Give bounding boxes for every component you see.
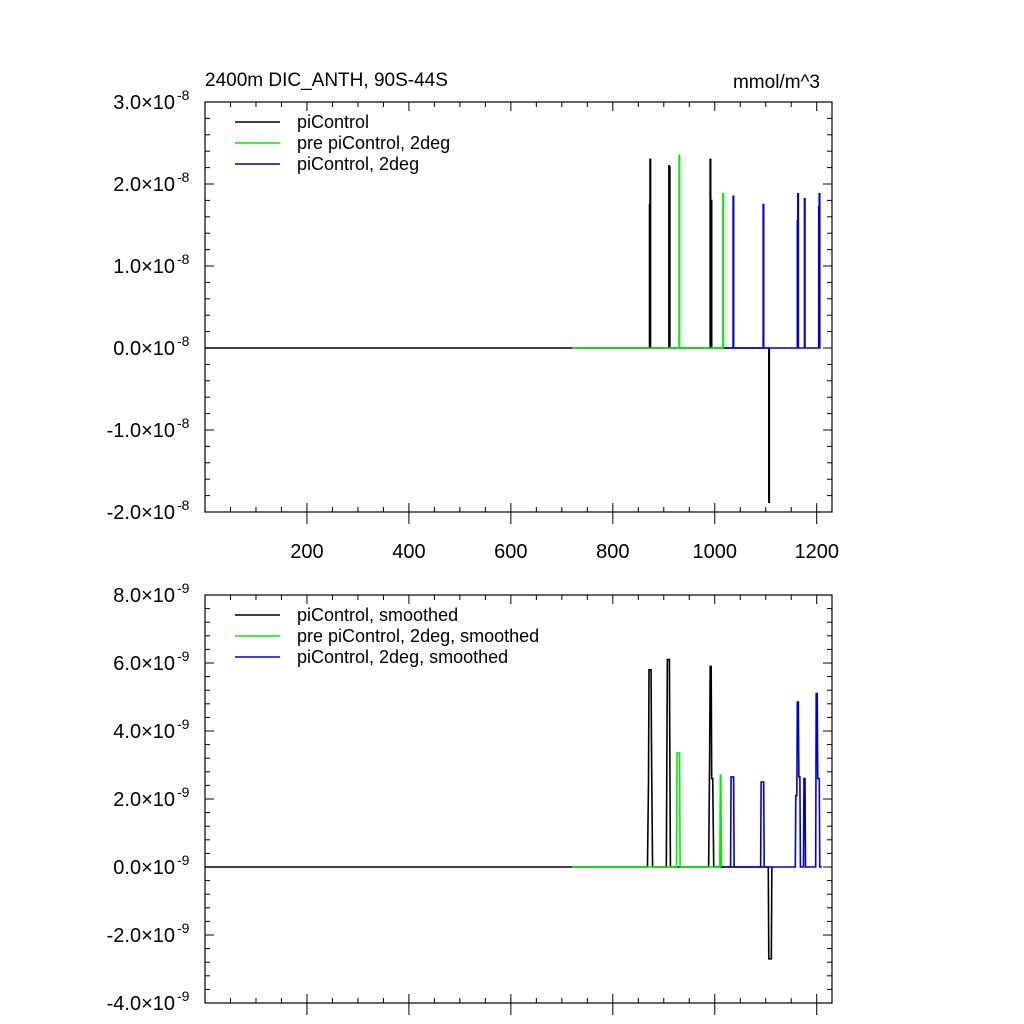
y-tick-exponent: -8	[177, 415, 190, 431]
y-tick-exponent: -9	[177, 716, 190, 732]
y-tick-label: -1.0×10	[107, 420, 175, 442]
x-tick-label: 800	[596, 541, 629, 563]
y-tick-label: 6.0×10	[113, 653, 175, 675]
y-tick-exponent: -9	[177, 580, 190, 596]
series-line-2	[572, 154, 725, 349]
series-line-3	[721, 692, 822, 868]
y-tick-label: 2.0×10	[113, 789, 175, 811]
legend-label: piControl, smoothed	[297, 605, 458, 625]
chart-title: 2400m DIC_ANTH, 90S-44S	[205, 70, 448, 91]
units-label: mmol/m^3	[733, 72, 820, 93]
y-tick-label: 8.0×10	[113, 585, 175, 607]
legend-label: pre piControl, 2deg, smoothed	[297, 626, 539, 646]
x-tick-label: 1000	[693, 541, 738, 563]
y-tick-exponent: -9	[177, 988, 190, 1004]
x-tick-label: 600	[494, 541, 527, 563]
series-line-1	[205, 158, 771, 503]
legend-label: piControl, 2deg	[297, 154, 419, 174]
legend-label: pre piControl, 2deg	[297, 133, 450, 153]
y-tick-label: 2.0×10	[113, 174, 175, 196]
y-tick-exponent: -9	[177, 920, 190, 936]
y-tick-exponent: -8	[177, 497, 190, 513]
y-tick-label: 3.0×10	[113, 92, 175, 114]
y-tick-exponent: -8	[177, 333, 190, 349]
y-tick-exponent: -8	[177, 87, 190, 103]
y-tick-label: 4.0×10	[113, 721, 175, 743]
y-tick-label: 1.0×10	[113, 256, 175, 278]
y-tick-label: -4.0×10	[107, 993, 175, 1015]
x-tick-label: 400	[392, 541, 425, 563]
legend-label: piControl, 2deg, smoothed	[297, 647, 508, 667]
series-line-3	[723, 193, 821, 349]
y-tick-label: 0.0×10	[113, 338, 175, 360]
plot-frame	[204, 101, 833, 513]
y-tick-exponent: -9	[177, 648, 190, 664]
y-tick-exponent: -9	[177, 784, 190, 800]
x-tick-label: 200	[290, 541, 323, 563]
y-tick-exponent: -8	[177, 169, 190, 185]
y-tick-exponent: -8	[177, 251, 190, 267]
y-tick-label: -2.0×10	[107, 502, 175, 524]
y-tick-exponent: -9	[177, 852, 190, 868]
series-line-1	[205, 658, 773, 960]
y-tick-label: -2.0×10	[107, 925, 175, 947]
chart-panel-1: 200 400 600 800 1000 1200-2.0×10 -8-1.0×10 -80.…	[107, 70, 839, 563]
y-tick-label: 0.0×10	[113, 857, 175, 879]
x-tick-label: 1200	[794, 541, 839, 563]
chart-panel-2: -4.0×10 -9-2.0×10 -90.0×10 -92.0×10 -94.0×10…	[107, 580, 833, 1015]
legend-label: piControl	[297, 112, 369, 132]
series-line-2	[572, 752, 723, 868]
